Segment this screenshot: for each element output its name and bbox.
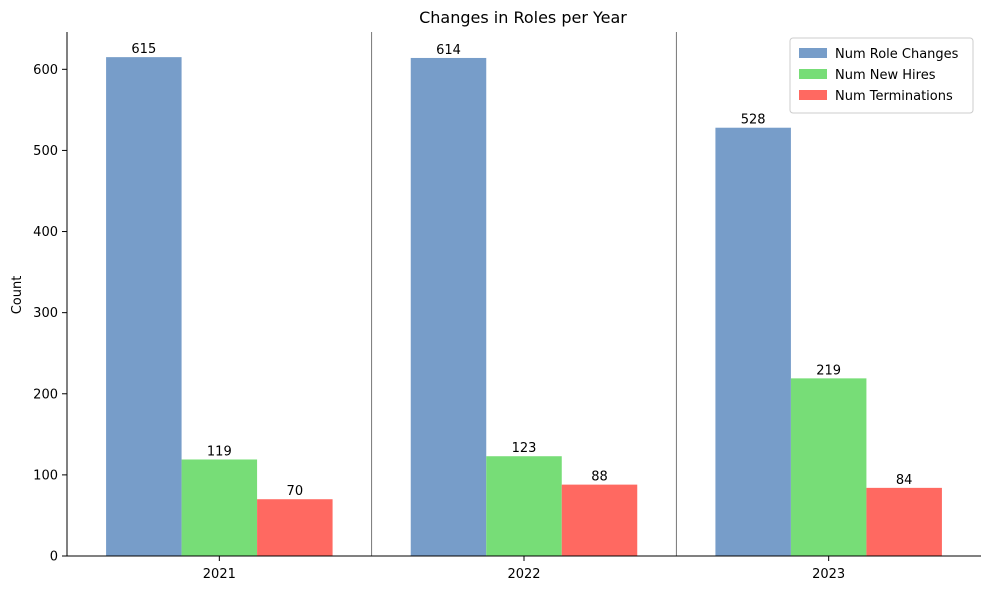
- bar-value-label: 615: [131, 42, 156, 57]
- bar-value-label: 84: [896, 473, 913, 488]
- category-separators: [371, 32, 677, 556]
- bar: [486, 456, 562, 556]
- y-axis-label: Count: [10, 276, 25, 315]
- bar-value-label: 219: [816, 363, 841, 378]
- y-tick-label: 600: [33, 63, 58, 78]
- y-tick-label: 200: [33, 387, 58, 402]
- legend: Num Role Changes Num New Hires Num Termina…: [789, 37, 974, 114]
- x-axis: 2021 2022 2023: [67, 555, 981, 582]
- legend-swatch: [799, 90, 827, 100]
- bar: [181, 459, 258, 556]
- legend-swatch: [799, 48, 827, 58]
- x-tick-label: 2022: [507, 567, 540, 582]
- legend-swatch: [799, 69, 827, 79]
- bar-group: [106, 57, 942, 557]
- legend-entry-label: Num Role Changes: [835, 47, 959, 62]
- bar-value-label: 119: [207, 444, 232, 459]
- y-tick-label: 500: [33, 144, 58, 159]
- bar: [561, 484, 638, 556]
- chart-title: Changes in Roles per Year: [419, 8, 627, 27]
- bar-value-label: 614: [436, 43, 461, 58]
- x-tick-label: 2021: [203, 567, 236, 582]
- y-axis: 0 100 200 300 400 500 600: [33, 32, 68, 565]
- bar-value-label: 123: [512, 441, 537, 456]
- bar-value-label: 88: [591, 470, 608, 485]
- legend-entry-label: Num New Hires: [835, 68, 936, 83]
- bar-value-labels: 615 119 70 614 123 88 528 219 84: [131, 42, 912, 499]
- bar: [866, 487, 942, 556]
- bar: [257, 499, 333, 556]
- legend-entry-label: Num Terminations: [835, 89, 953, 104]
- bar: [410, 57, 487, 556]
- y-tick-label: 100: [33, 468, 58, 483]
- bar-value-label: 528: [741, 113, 766, 128]
- legend-frame: [789, 37, 974, 114]
- y-tick-label: 300: [33, 306, 58, 321]
- bar: [106, 57, 182, 557]
- bar-value-label: 70: [287, 484, 304, 499]
- bar: [790, 378, 867, 556]
- y-tick-label: 0: [50, 550, 58, 565]
- bar: [715, 127, 791, 556]
- x-tick-label: 2023: [812, 567, 845, 582]
- y-tick-label: 400: [33, 225, 58, 240]
